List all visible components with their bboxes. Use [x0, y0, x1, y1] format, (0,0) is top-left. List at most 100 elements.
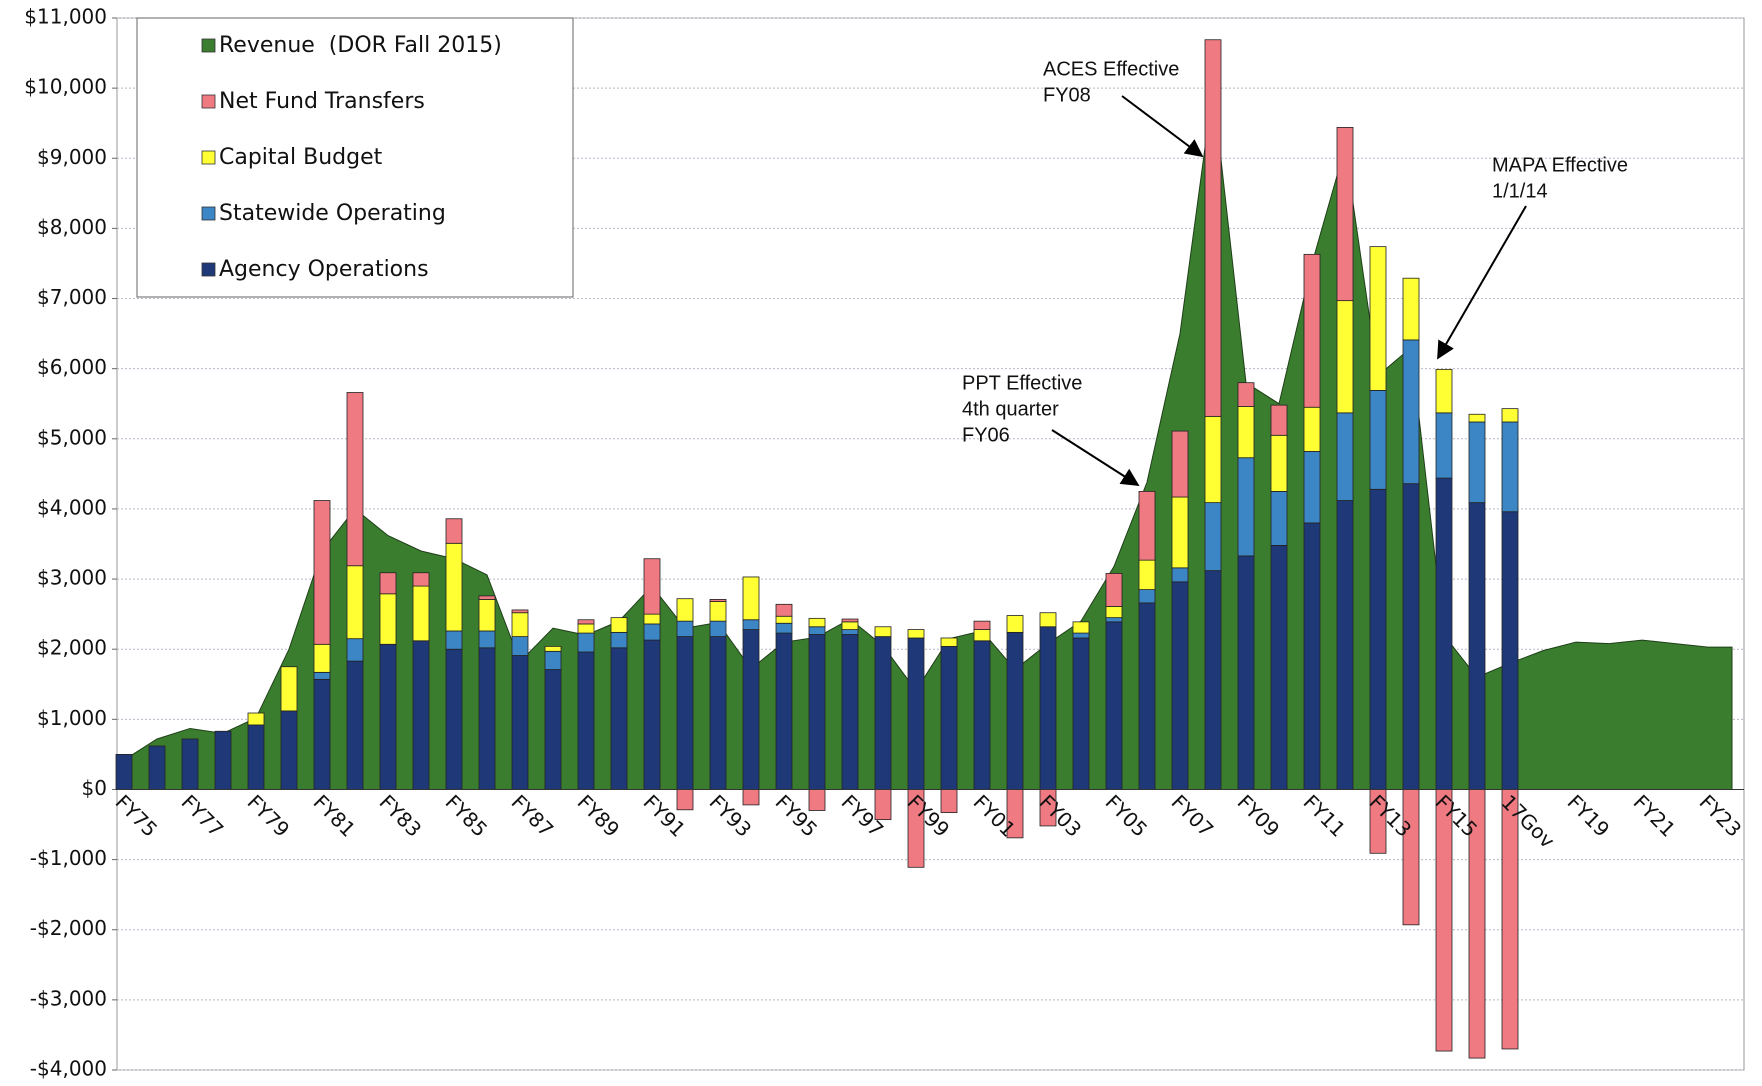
- bar-segment: [544, 669, 562, 790]
- y-tick-label: $1,000: [37, 706, 107, 730]
- y-tick-label: -$3,000: [30, 986, 107, 1010]
- bar-segment: [808, 789, 826, 811]
- bar-segment: [379, 593, 397, 645]
- bar-segment: [1039, 626, 1057, 790]
- annotation: ACES Effective: [1043, 58, 1179, 80]
- bar-segment: [742, 619, 760, 630]
- legend-label: Statewide Operating: [219, 201, 446, 226]
- bar-segment: [280, 710, 298, 790]
- bar-segment: [214, 730, 232, 790]
- annotation: MAPA Effective: [1492, 154, 1628, 176]
- bar-segment: [841, 634, 859, 790]
- y-tick-label: -$1,000: [30, 846, 107, 870]
- bar-segment: [445, 542, 463, 632]
- annotation-arrow: [1121, 95, 1204, 158]
- bar-segment: [775, 615, 793, 624]
- bar-segment: [478, 595, 496, 600]
- legend-swatch: [201, 94, 216, 109]
- bar-segment: [1501, 789, 1519, 1050]
- bar-segment: [577, 651, 595, 790]
- annotation-arrow: [1437, 205, 1527, 360]
- bar-segment: [1072, 637, 1090, 790]
- bar-segment: [1270, 545, 1288, 790]
- bar-segment: [874, 636, 892, 790]
- bar-segment: [511, 612, 529, 637]
- bar-segment: [1501, 408, 1519, 423]
- bar-segment: [709, 636, 727, 790]
- y-tick-label: $11,000: [24, 5, 107, 29]
- bar-segment: [1138, 602, 1156, 790]
- bar-segment: [1369, 246, 1387, 391]
- bar-segment: [643, 613, 661, 625]
- bar-segment: [907, 629, 925, 639]
- bar-segment: [412, 572, 430, 587]
- annotation: PPT Effective: [962, 372, 1082, 394]
- bar-segment: [181, 738, 199, 790]
- bar-segment: [1270, 404, 1288, 436]
- bar-segment: [1006, 615, 1024, 633]
- bar-segment: [1072, 621, 1090, 634]
- bar-segment: [379, 572, 397, 595]
- bar-segment: [742, 789, 760, 806]
- bar-segment: [346, 392, 364, 567]
- y-tick-label: $8,000: [37, 215, 107, 239]
- bar-segment: [1435, 477, 1453, 790]
- bar-segment: [247, 712, 265, 726]
- bar-segment: [775, 603, 793, 617]
- bar-segment: [1138, 589, 1156, 604]
- bar-segment: [577, 632, 595, 653]
- bar-segment: [973, 629, 991, 642]
- y-tick-label: $4,000: [37, 495, 107, 519]
- bar-segment: [676, 789, 694, 811]
- bar-segment: [643, 639, 661, 790]
- bar-segment: [1369, 488, 1387, 790]
- legend-swatch: [201, 206, 216, 221]
- bar-segment: [544, 650, 562, 670]
- bar-segment: [808, 626, 826, 635]
- y-tick-label: $10,000: [24, 75, 107, 99]
- bar-segment: [511, 636, 529, 656]
- bar-segment: [940, 789, 958, 814]
- bar-segment: [1402, 339, 1420, 485]
- bar-segment: [775, 622, 793, 634]
- annotation: 4th quarter: [962, 398, 1059, 420]
- bar-segment: [973, 620, 991, 630]
- bar-segment: [1204, 570, 1222, 790]
- legend-label: Net Fund Transfers: [219, 89, 425, 114]
- bar-segment: [1171, 581, 1189, 790]
- bar-segment: [511, 609, 529, 614]
- bar-segment: [709, 620, 727, 637]
- bar-segment: [808, 617, 826, 628]
- bar-segment: [1039, 612, 1057, 628]
- bar-segment: [1303, 253, 1321, 408]
- bar-segment: [940, 637, 958, 647]
- bar-segment: [1072, 632, 1090, 639]
- bar-segment: [1006, 631, 1024, 790]
- bar-segment: [1468, 421, 1486, 504]
- bar-segment: [1303, 451, 1321, 524]
- bar-segment: [313, 643, 331, 673]
- bar-segment: [1435, 412, 1453, 479]
- bar-segment: [1468, 502, 1486, 790]
- bar-segment: [478, 630, 496, 649]
- bar-segment: [874, 626, 892, 637]
- legend-label: Agency Operations: [219, 257, 429, 282]
- bar-segment: [1204, 502, 1222, 572]
- bar-segment: [379, 643, 397, 790]
- y-tick-label: $0: [82, 776, 107, 800]
- bar-segment: [1402, 277, 1420, 341]
- bar-segment: [1303, 522, 1321, 790]
- annotation: FY06: [962, 424, 1010, 446]
- bar-segment: [115, 754, 133, 790]
- bar-segment: [1270, 490, 1288, 546]
- bar-segment: [841, 621, 859, 630]
- bar-segment: [445, 518, 463, 544]
- bar-segment: [676, 636, 694, 790]
- y-tick-label: -$4,000: [30, 1057, 107, 1081]
- bar-segment: [478, 647, 496, 790]
- bar-segment: [544, 645, 562, 652]
- legend-label: Capital Budget: [219, 145, 383, 170]
- bar-segment: [1336, 412, 1354, 501]
- bar-segment: [1336, 300, 1354, 414]
